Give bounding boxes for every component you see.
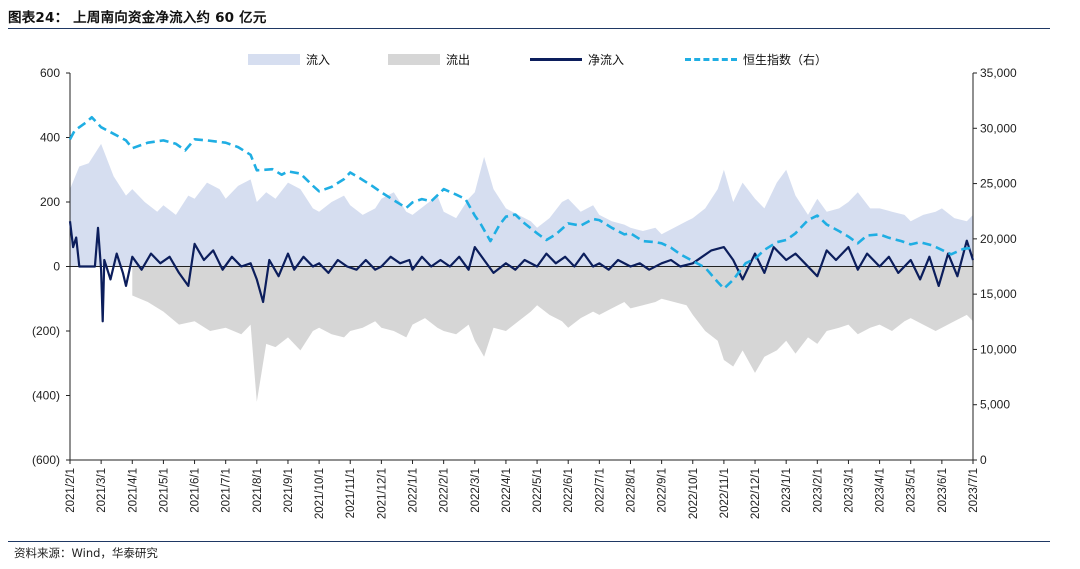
x-tick-label: 2022/4/1 [501,468,513,513]
x-tick-label: 2021/9/1 [283,468,295,513]
x-tick-label: 2022/8/1 [625,468,637,513]
y-right-tick-label: 15,000 [980,287,1017,301]
y-right-tick-label: 20,000 [980,232,1017,246]
x-tick-label: 2022/7/1 [594,468,606,513]
x-tick-label: 2021/4/1 [127,468,139,513]
y-right-tick-label: 10,000 [980,342,1017,356]
legend-hsi-swatch [685,58,737,61]
legend-net-label: 净流入 [588,53,625,67]
x-tick-label: 2022/1/1 [408,468,420,513]
x-tick-label: 2021/6/1 [190,468,202,513]
x-tick-label: 2021/8/1 [252,468,264,513]
legend-outflow-label: 流出 [446,53,471,67]
y-left-tick-label: 400 [40,131,60,145]
legend-inflow-label: 流入 [306,53,331,67]
x-tick-label: 2023/3/1 [843,468,855,513]
y-left-tick-label: (600) [32,453,60,467]
x-tick-label: 2022/5/1 [532,468,544,513]
outflow-area [132,266,974,402]
x-tick-label: 2022/12/1 [750,468,762,519]
x-tick-label: 2021/5/1 [158,468,170,513]
y-left-tick-label: 0 [53,260,60,274]
hsi-line [68,115,974,290]
x-tick-label: 2021/3/1 [96,468,108,513]
y-left-tick-label: 200 [40,195,60,209]
x-tick-label: 2022/9/1 [657,468,669,513]
x-tick-label: 2021/7/1 [221,468,233,513]
source-note: 资料来源：Wind，华泰研究 [14,546,158,560]
legend-inflow: 流入 [248,51,330,68]
x-tick-label: 2021/11/1 [345,468,357,518]
x-tick-label: 2023/6/1 [937,468,949,513]
legend-outflow-swatch [388,54,440,65]
legend-outflow: 流出 [388,51,470,68]
footer-rule [8,541,1050,542]
y-right-tick-label: 35,000 [980,66,1017,80]
x-tick-label: 2022/3/1 [470,468,482,513]
x-tick-label: 2023/5/1 [906,468,918,513]
y-right-tick-label: 30,000 [980,121,1017,135]
x-tick-label: 2021/12/1 [376,468,388,519]
legend-hsi: 恒生指数（右） [685,51,827,68]
x-tick-label: 2023/1/1 [781,468,793,513]
y-right-tick-label: 25,000 [980,177,1017,191]
x-tick-label: 2022/10/1 [688,468,700,519]
x-tick-label: 2021/10/1 [314,468,326,519]
x-tick-label: 2022/2/1 [439,468,451,513]
chart-title: 图表24： 上周南向资金净流入约 60 亿元 [8,10,267,26]
inflow-area [70,143,973,267]
x-tick-label: 2023/4/1 [875,468,887,513]
y-right-tick-label: 0 [980,453,987,467]
x-tick-label: 2022/11/1 [719,468,731,518]
legend-net: 净流入 [530,51,624,68]
y-left-tick-label: 600 [40,66,60,80]
net-inflow-line [68,221,975,323]
y-left-tick-label: (200) [32,324,60,338]
x-tick-label: 2021/2/1 [65,468,77,513]
x-tick-label: 2022/6/1 [563,468,575,513]
title-rule [8,28,1050,29]
legend-inflow-swatch [248,54,300,65]
legend-hsi-label: 恒生指数（右） [743,53,828,67]
x-tick-label: 2023/2/1 [812,468,824,513]
x-tick-label: 2023/7/1 [968,468,980,513]
y-right-tick-label: 5,000 [980,398,1010,412]
legend-net-swatch [530,58,582,61]
y-left-tick-label: (400) [32,389,60,403]
